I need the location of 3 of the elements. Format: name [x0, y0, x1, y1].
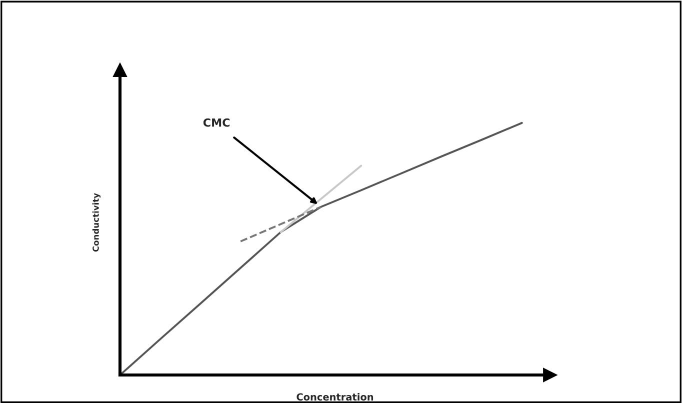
y-axis-title: Conductivity [92, 193, 101, 252]
x-axis-title: Concentration [296, 393, 374, 401]
annotation: CMC [203, 118, 230, 127]
